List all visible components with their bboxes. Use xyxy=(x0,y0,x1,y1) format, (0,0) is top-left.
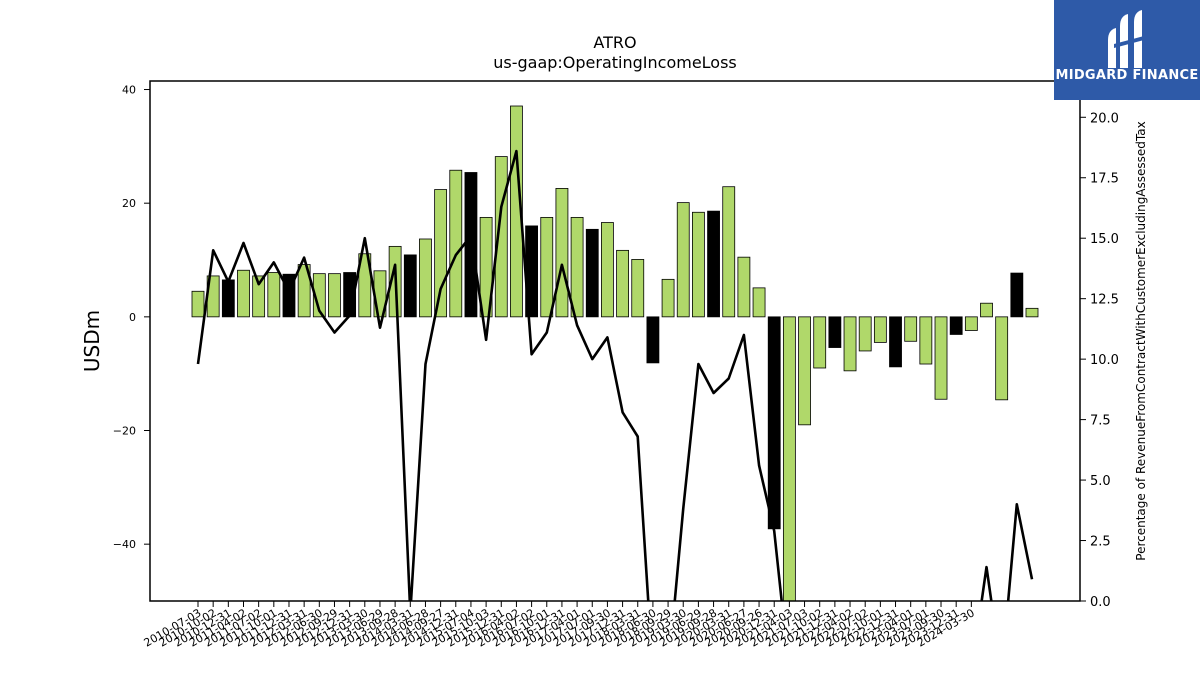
midgard-finance-logo: MIDGARD FINANCE xyxy=(1054,0,1200,100)
bar xyxy=(980,302,993,318)
y2-tick-label: 12.5 xyxy=(1090,293,1119,308)
bar xyxy=(221,279,235,318)
bar xyxy=(191,290,205,318)
y-tick-label: 20 xyxy=(122,197,136,210)
y-tick-label: 0 xyxy=(129,311,136,324)
bar xyxy=(843,316,857,372)
bar xyxy=(631,259,645,318)
plot-frame xyxy=(149,80,1081,602)
chart-title: ATRO xyxy=(593,33,636,52)
bar xyxy=(570,216,584,318)
y2-tick-label: 20.0 xyxy=(1090,111,1119,126)
bar xyxy=(601,222,614,318)
y-tick-label: −40 xyxy=(113,538,136,551)
midgard-logo-icon xyxy=(1108,10,1144,68)
bar xyxy=(737,256,751,318)
y2-tick-label: 5.0 xyxy=(1090,474,1111,489)
bar xyxy=(707,210,720,318)
y-axis-right: 0.0 2.5 5.0 7.5 10.0 12.5 15.0 17.5 20.0 xyxy=(1080,111,1119,610)
bar xyxy=(722,186,736,318)
bar xyxy=(828,316,842,348)
bar xyxy=(873,316,887,343)
line-series xyxy=(196,149,1034,601)
bar xyxy=(479,216,493,318)
y-tick-label: −20 xyxy=(113,425,136,438)
bar xyxy=(661,278,675,318)
y2-tick-label: 2.5 xyxy=(1090,535,1111,550)
y2-axis-label: Percentage of RevenueFromContractWithCus… xyxy=(1134,121,1148,560)
y-axis-left: −40 −20 0 20 40 xyxy=(113,84,150,551)
bar xyxy=(676,202,690,318)
chart-subtitle: us-gaap:OperatingIncomeLoss xyxy=(493,53,737,72)
bar xyxy=(540,216,554,318)
bar xyxy=(904,316,918,342)
bar xyxy=(964,316,978,331)
bar xyxy=(1010,272,1024,318)
bar xyxy=(934,316,948,400)
x-axis: 2010-07-032010-10-022010-12-312011-04-02… xyxy=(142,601,977,650)
y2-tick-label: 10.0 xyxy=(1090,353,1119,368)
bar xyxy=(889,316,902,368)
bar xyxy=(782,316,796,602)
bar xyxy=(419,238,432,318)
bar xyxy=(434,189,448,318)
bar xyxy=(1025,307,1039,318)
bar xyxy=(267,272,281,318)
bar xyxy=(995,316,1009,401)
bar xyxy=(328,273,341,318)
y2-tick-label: 15.0 xyxy=(1090,232,1119,247)
bar xyxy=(616,249,629,318)
bar xyxy=(752,287,766,318)
bar xyxy=(692,211,705,318)
bar xyxy=(949,316,963,335)
y2-tick-label: 0.0 xyxy=(1090,595,1111,610)
y2-tick-label: 17.5 xyxy=(1090,172,1119,187)
brand-name: MIDGARD FINANCE xyxy=(1055,68,1199,83)
bar xyxy=(798,316,811,426)
bar xyxy=(858,316,872,352)
y-tick-label: 40 xyxy=(122,84,136,97)
bar xyxy=(297,264,311,318)
bar xyxy=(312,273,326,318)
bar xyxy=(403,254,417,318)
bar xyxy=(252,275,266,318)
bar xyxy=(646,316,660,364)
bar xyxy=(919,316,933,365)
bar xyxy=(449,169,463,318)
bar xyxy=(555,188,569,318)
line-layer xyxy=(196,149,1034,601)
y-axis-label: USDm xyxy=(80,310,104,372)
y2-tick-label: 7.5 xyxy=(1090,414,1111,429)
bar xyxy=(767,316,781,530)
bars-layer xyxy=(191,105,1039,602)
bar xyxy=(585,228,599,318)
bar xyxy=(358,253,372,318)
bar xyxy=(237,269,250,318)
bar xyxy=(813,316,827,369)
